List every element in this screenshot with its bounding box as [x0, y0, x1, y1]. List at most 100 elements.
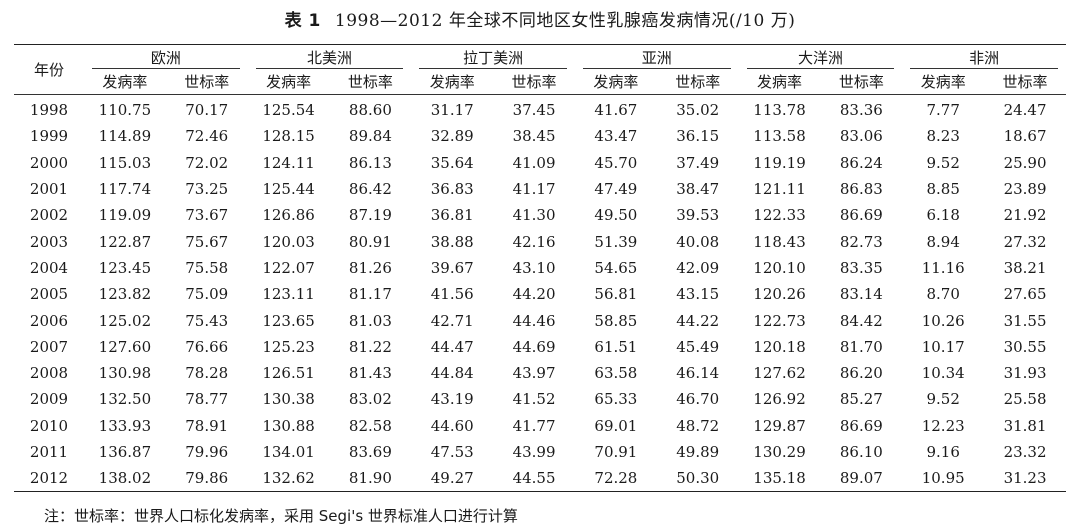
value-cell: 125.23 [262, 337, 315, 356]
value-cell: 38.88 [430, 232, 474, 251]
value-cell: 70.17 [185, 101, 229, 120]
value-cell: 83.69 [348, 443, 392, 461]
region-header: 北美洲 [248, 45, 412, 69]
value-cell: 9.52 [926, 153, 960, 172]
value-cell: 43.99 [512, 443, 556, 461]
value-cell: 54.65 [594, 258, 638, 277]
value-cell: 83.14 [839, 285, 883, 304]
table-number: 表 1 [284, 11, 321, 31]
value-cell: 72.46 [185, 127, 229, 146]
value-cell: 44.60 [430, 416, 474, 435]
value-cell: 123.11 [262, 285, 315, 304]
value-cell: 134.01 [262, 443, 315, 461]
incidence-rate-header: 发病率 [902, 69, 985, 95]
table-row: 2011 136.87 79.96 134.01 83.69 47.53 43.99 70.9… [14, 439, 1066, 465]
value-cell: 31.81 [1003, 416, 1047, 435]
region-header: 欧洲 [84, 45, 248, 69]
table-title: 1998—2012 年全球不同地区女性乳腺癌发病情况(/10 万) [334, 11, 796, 31]
table-row: 2001 117.74 73.25 125.44 86.42 36.83 41.17 47.4… [14, 176, 1066, 202]
value-cell: 126.51 [262, 364, 315, 383]
value-cell: 130.38 [262, 390, 315, 409]
value-cell: 38.21 [1003, 258, 1047, 277]
value-cell: 39.53 [676, 206, 720, 225]
value-cell: 123.65 [262, 311, 315, 330]
value-cell: 81.03 [348, 311, 392, 330]
region-header: 亚洲 [575, 45, 739, 69]
value-cell: 32.89 [430, 127, 474, 146]
value-cell: 86.69 [839, 416, 883, 435]
year-cell: 2005 [29, 285, 69, 304]
value-cell: 81.90 [348, 469, 392, 488]
value-cell: 130.98 [98, 364, 152, 383]
value-cell: 125.02 [98, 311, 152, 330]
table-row: 2003 122.87 75.67 120.03 80.91 38.88 42.16 51.3… [14, 228, 1066, 254]
value-cell: 31.93 [1003, 364, 1047, 383]
value-cell: 49.27 [430, 469, 474, 488]
value-cell: 79.96 [185, 443, 229, 461]
value-cell: 42.16 [512, 232, 556, 251]
value-cell: 79.86 [185, 469, 229, 488]
year-header: 年份 [14, 44, 84, 95]
value-cell: 119.09 [98, 206, 152, 225]
value-cell: 86.24 [839, 153, 883, 172]
incidence-rate-header: 发病率 [411, 69, 494, 95]
region-header: 大洋洲 [739, 45, 903, 69]
value-cell: 78.28 [185, 364, 229, 383]
value-cell: 43.15 [676, 285, 720, 304]
value-cell: 81.70 [839, 337, 883, 356]
table-body: 1998 110.75 70.17 125.54 88.60 31.17 37.45 41.6… [14, 95, 1066, 492]
value-cell: 31.17 [430, 101, 474, 120]
value-cell: 30.55 [1003, 337, 1047, 356]
value-cell: 51.39 [594, 232, 638, 251]
value-cell: 72.28 [594, 469, 638, 488]
year-cell: 2001 [29, 180, 69, 199]
value-cell: 75.43 [185, 311, 229, 330]
value-cell: 81.22 [348, 337, 392, 356]
value-cell: 44.20 [512, 285, 556, 304]
table-row: 2006 125.02 75.43 123.65 81.03 42.71 44.46 58.8… [14, 307, 1066, 333]
value-cell: 9.16 [926, 443, 960, 461]
value-cell: 87.19 [348, 206, 392, 225]
value-cell: 136.87 [98, 443, 152, 461]
value-cell: 113.78 [753, 101, 806, 120]
value-cell: 86.20 [839, 364, 883, 383]
value-cell: 41.67 [594, 101, 638, 120]
value-cell: 123.82 [98, 285, 152, 304]
value-cell: 50.30 [676, 469, 720, 488]
value-cell: 119.19 [753, 153, 806, 172]
value-cell: 41.30 [512, 206, 556, 225]
value-cell: 31.23 [1003, 469, 1047, 488]
value-cell: 7.77 [926, 101, 960, 120]
value-cell: 23.89 [1003, 180, 1047, 199]
value-cell: 86.69 [839, 206, 883, 225]
value-cell: 83.06 [839, 127, 883, 146]
value-cell: 86.42 [348, 180, 392, 199]
value-cell: 46.14 [676, 364, 720, 383]
year-cell: 2004 [29, 258, 69, 277]
incidence-rate-header: 发病率 [574, 69, 657, 95]
value-cell: 58.85 [594, 311, 638, 330]
value-cell: 9.52 [926, 390, 960, 409]
region-header: 非洲 [902, 45, 1066, 69]
value-cell: 25.90 [1003, 153, 1047, 172]
value-cell: 76.66 [185, 337, 229, 356]
value-cell: 23.32 [1003, 443, 1047, 461]
value-cell: 135.18 [753, 469, 806, 488]
value-cell: 44.55 [512, 469, 556, 488]
value-cell: 82.73 [839, 232, 883, 251]
value-cell: 41.52 [512, 390, 556, 409]
value-cell: 38.47 [676, 180, 720, 199]
value-cell: 127.62 [753, 364, 806, 383]
value-cell: 126.86 [262, 206, 315, 225]
asr-header: 世标率 [329, 69, 412, 95]
value-cell: 83.35 [839, 258, 883, 277]
value-cell: 27.65 [1003, 285, 1047, 304]
value-cell: 47.49 [594, 180, 638, 199]
incidence-rate-header: 发病率 [84, 69, 166, 95]
asr-header: 世标率 [820, 69, 903, 95]
value-cell: 36.81 [430, 206, 474, 225]
value-cell: 130.29 [753, 443, 806, 461]
value-cell: 12.23 [921, 416, 965, 435]
value-cell: 78.77 [185, 390, 229, 409]
header-row-metrics: 发病率 世标率 发病率 世标率 发病率 世标率 发病率 世标率 发病率 世标率 发病率 世标率 [14, 69, 1066, 95]
